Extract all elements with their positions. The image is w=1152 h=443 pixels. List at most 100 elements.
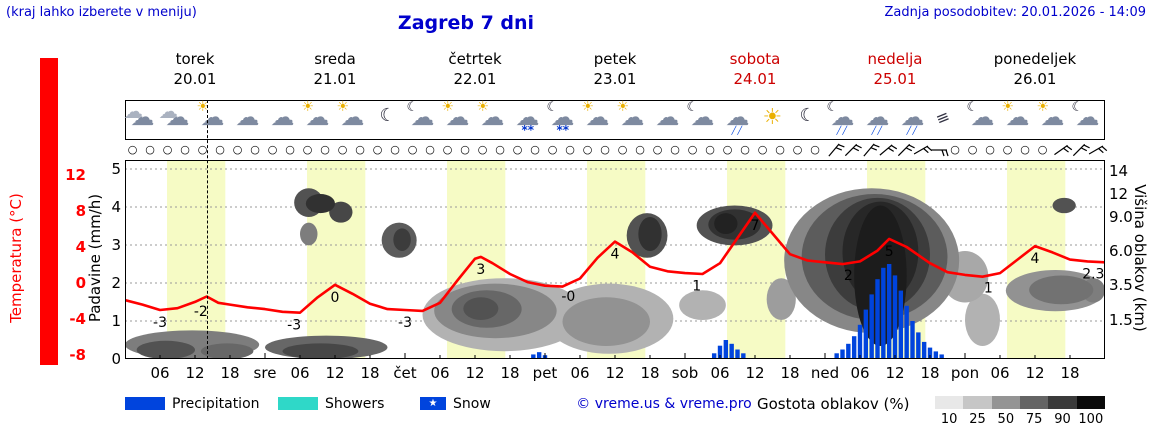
- precipitation-tick: 1: [111, 312, 121, 330]
- calm-wind-icon: ○: [250, 143, 260, 156]
- last-updated: Zadnja posodobitev: 20.01.2026 - 14:09: [884, 5, 1146, 20]
- precipitation-bar: [851, 336, 857, 359]
- x-axis-label: 12: [885, 364, 905, 382]
- precipitation-bar: [857, 324, 863, 359]
- cloud-patch: [1029, 275, 1094, 305]
- calm-wind-icon: ○: [600, 143, 610, 156]
- icon-part-sun: ☀: [476, 99, 490, 115]
- precipitation-bar: [927, 347, 933, 359]
- x-axis-label: 12: [185, 364, 205, 382]
- icon-part-rain: ╱╱: [836, 126, 849, 135]
- x-axis-label: 18: [640, 364, 660, 382]
- calm-wind-icon: ○: [1002, 143, 1013, 156]
- icon-part-cloud: ☁: [1075, 103, 1100, 131]
- snow-star-icon: ★: [428, 398, 438, 409]
- icon-part-cloud: ☁: [970, 103, 995, 131]
- rain-cloud-icon: ☁ ╱╱: [722, 102, 756, 139]
- cloud-scale-segment: [991, 396, 1020, 409]
- cloud-patch: [329, 201, 353, 223]
- precipitation-label: Precipitation: [172, 396, 260, 412]
- wind-row: ○ ○ ○ ○ ○ ○ ○ ○ ○ ○ ○ ○ ○ ○ ○ ○ ○ ○ ○ ○ ○ ○ ○ ○ ○ ○ ○ ○ ○ ○ ○ ○ ○ ○ ○ ○ ○ ○ ○ ○…: [125, 141, 1108, 160]
- precipitation-bar: [898, 290, 904, 359]
- x-axis-label: 06: [850, 364, 870, 382]
- precipitation-tick: 5: [111, 160, 121, 178]
- calm-wind-icon: ○: [810, 143, 820, 156]
- wind-barb-icon: [1089, 145, 1108, 155]
- precipitation-bar: [723, 340, 729, 359]
- wind-barb-icon: [930, 149, 949, 157]
- precipitation-tick: 2: [111, 274, 121, 292]
- x-axis-label: čet: [393, 364, 417, 382]
- calm-wind-icon: ○: [740, 143, 750, 156]
- icon-part-cloud: ☁: [480, 103, 505, 131]
- day-date: 26.01: [1013, 70, 1057, 88]
- icon-part-cloud2: ☁: [158, 99, 179, 123]
- sun-cloud-icon: ☀ ☁: [1037, 99, 1071, 139]
- temperature-tick: -8: [69, 346, 86, 364]
- sun-cloud-icon: ☀ ☁: [1002, 99, 1036, 139]
- calm-wind-icon: ○: [337, 143, 348, 156]
- calm-wind-icon: ○: [1037, 143, 1048, 156]
- icon-part-cloud: ☁: [410, 103, 435, 131]
- cloud-patch: [282, 343, 359, 359]
- cloud-height-tick: 14: [1109, 162, 1129, 180]
- snow-cloud-icon: ☁ **: [512, 102, 546, 139]
- copyright-link[interactable]: © vreme.us & vreme.pro: [576, 396, 752, 412]
- temperature-tick: 0: [75, 274, 86, 292]
- icon-part-moon: ☾: [406, 100, 419, 115]
- calm-wind-icon: ○: [1020, 143, 1030, 156]
- cloud-scale-segment: [935, 396, 964, 409]
- calm-wind-icon: ○: [355, 143, 365, 156]
- cloud-patch: [393, 228, 411, 251]
- cloud-scale-segment: [1020, 396, 1049, 409]
- x-axis-label: 06: [430, 364, 450, 382]
- day-name: ponedeljek: [993, 50, 1077, 68]
- x-axis-label: pon: [950, 364, 980, 382]
- temperature-line: [125, 211, 1105, 314]
- precipitation-tick: 0: [111, 350, 121, 368]
- cloud-patch: [300, 222, 318, 246]
- calm-wind-icon: ○: [302, 143, 313, 156]
- icon-part-rain: ╱╱: [731, 126, 744, 135]
- day-name: petek: [593, 50, 637, 68]
- temperature-scale-bar: [40, 58, 58, 365]
- icon-part-snow: **: [556, 123, 570, 137]
- calm-wind-icon: ○: [442, 143, 453, 156]
- x-axis-label: 18: [500, 364, 520, 382]
- cloud-height-tick: 6.0: [1109, 242, 1133, 260]
- temperature-value-label: 2.3: [1082, 267, 1104, 283]
- cloud-scale-segment: [1076, 396, 1105, 409]
- day-name: četrtek: [448, 50, 502, 68]
- precipitation-bar: [886, 264, 892, 359]
- icon-part-cloud2: ☁: [123, 99, 144, 123]
- clouds-icon: ☁ ☁: [158, 99, 196, 139]
- cloud-height-tick: 1.5: [1109, 311, 1133, 329]
- precipitation-bar: [834, 353, 839, 359]
- snow-swatch: ★: [420, 397, 446, 410]
- calm-wind-icon: ○: [722, 143, 733, 156]
- icon-part-cloud: ☁: [340, 103, 365, 131]
- x-axis-label: pet: [532, 364, 558, 382]
- day-date: 23.01: [593, 70, 637, 88]
- precipitation-bar: [846, 343, 851, 359]
- cloud-density-label: Gostota oblakov (%): [757, 395, 910, 413]
- calm-wind-icon: ○: [582, 143, 593, 156]
- icon-part-moonbig: ☾: [799, 105, 816, 126]
- x-axis-label: 06: [290, 364, 310, 382]
- calm-wind-icon: ○: [180, 143, 190, 156]
- calm-wind-icon: ○: [565, 143, 575, 156]
- sun-cloud-icon: ☀ ☁: [442, 99, 476, 139]
- x-axis-label-row: 06 12 18 sre 06 12 18 čet 06 12 18 pet 06 12 18 sob 06 12…: [0, 364, 1152, 382]
- wind-icon: ≡: [932, 102, 966, 139]
- cloud-icon: ☁: [232, 102, 266, 139]
- showers-label: Showers: [325, 396, 385, 412]
- calm-wind-icon: ○: [757, 143, 768, 156]
- temperature-value-label: 4: [1031, 251, 1040, 267]
- icon-part-sun: ☀: [301, 99, 315, 115]
- precipitation-bar: [881, 267, 886, 359]
- calm-wind-icon: ○: [162, 143, 173, 156]
- location-hint: (kraj lahko izberete v meniju): [6, 5, 197, 20]
- icon-part-cloud: ☁: [1005, 103, 1030, 131]
- precipitation-bar: [840, 349, 845, 359]
